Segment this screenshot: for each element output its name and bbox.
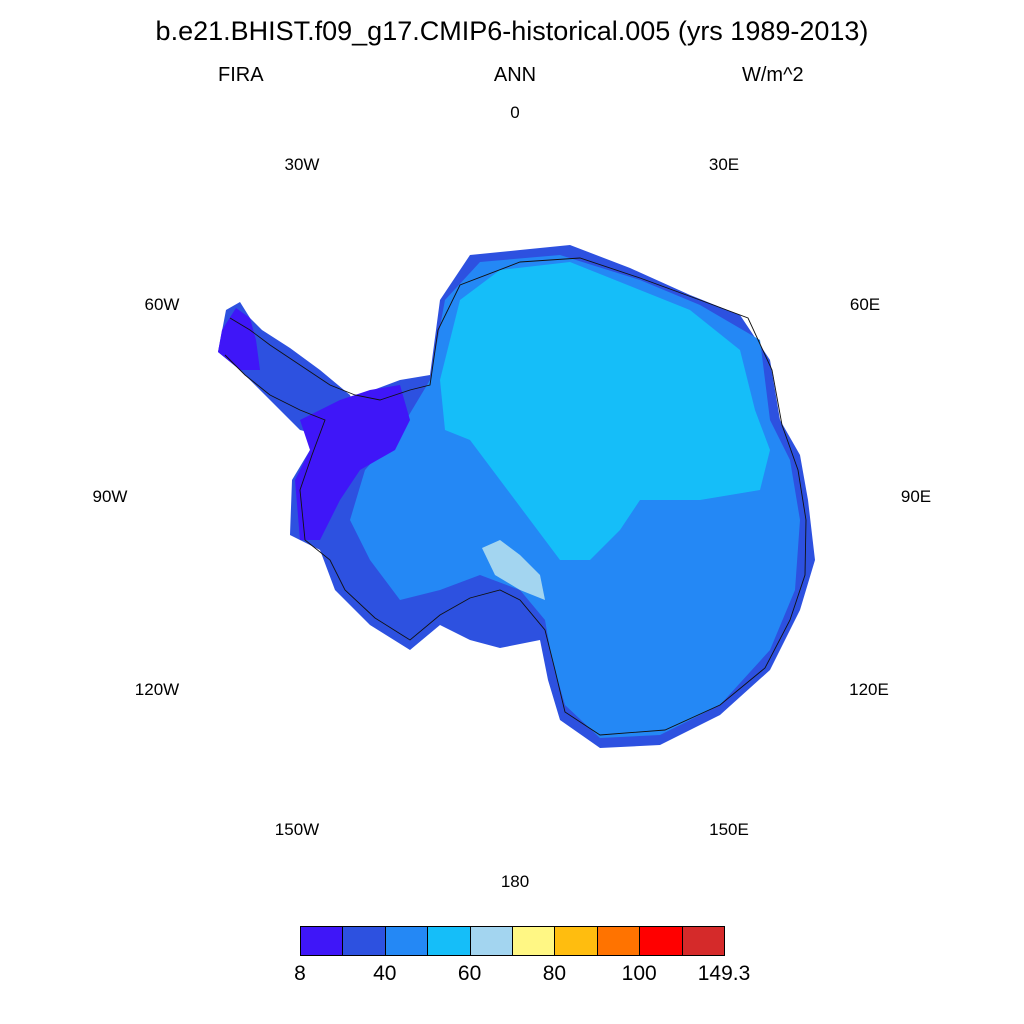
lon-label-120w: 120W [134,680,180,699]
colorbar-label: 60 [457,962,482,985]
lon-label-180: 180 [500,872,530,891]
colorbar-label: 100 [621,962,657,985]
lon-label-120e: 120E [849,680,889,699]
lon-label-150w: 150W [274,820,320,839]
colorbar-label: 149.3 [697,962,751,985]
colorbar-box [554,926,598,956]
variable-label: FIRA [218,64,264,86]
colorbar-box [639,926,683,956]
ice-shelf-region [482,540,545,600]
lon-label-90w: 90W [92,487,128,506]
units-label: W/m^2 [742,64,804,86]
colorbar-box [469,926,513,956]
colorbar-label: 8 [294,962,306,985]
lon-label-60e: 60E [849,295,881,314]
lon-label-0: 0 [510,103,520,122]
colorbar-box [596,926,641,956]
lon-label-30e: 30E [708,155,740,174]
lon-label-90e: 90E [900,487,932,506]
colorbar-box [342,926,386,956]
colorbar-label: 40 [373,962,397,985]
colorbar-box [300,926,344,956]
lon-label-30w: 30W [284,155,320,174]
colorbar-box [384,926,429,956]
coastline [224,257,807,736]
colorbar-label: 80 [542,962,567,985]
plot-title: b.e21.BHIST.f09_g17.CMIP6-historical.005… [155,16,869,46]
peninsula-tip-region [218,308,260,370]
colorbar-box [681,926,725,956]
plateau-high-region [440,262,770,560]
season-label: ANN [493,64,537,86]
colorbar-box [512,926,556,956]
lon-label-150e: 150E [709,820,749,839]
lon-label-60w: 60W [144,295,180,314]
colorbar-box [427,926,471,956]
